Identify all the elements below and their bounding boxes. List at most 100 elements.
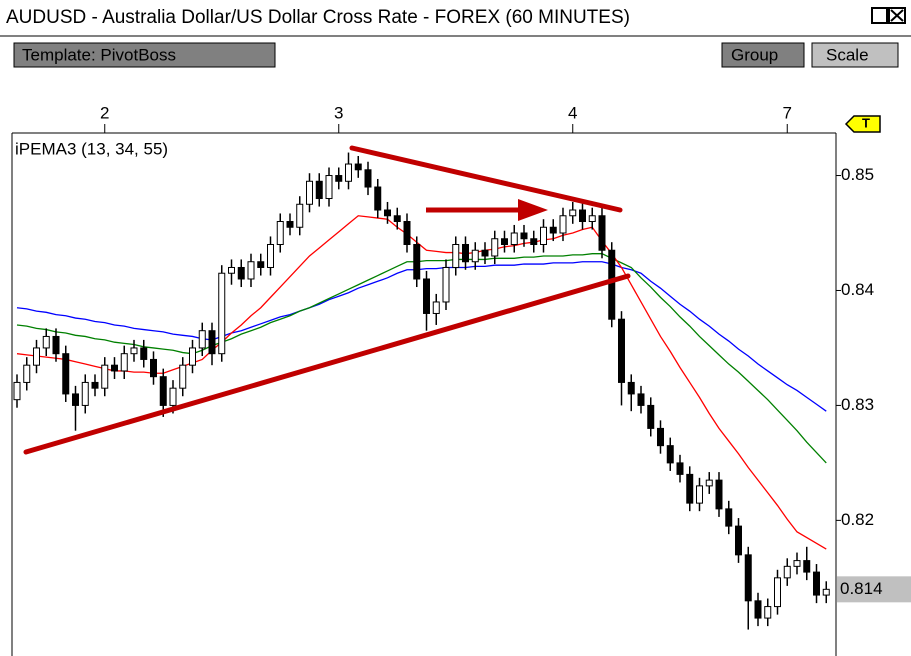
candle-body <box>725 508 733 527</box>
candle-body <box>169 387 177 406</box>
candle-body <box>120 353 128 372</box>
candle-body <box>793 560 801 567</box>
y-tick-label: 0.84 <box>841 280 874 299</box>
candle-body <box>705 479 713 487</box>
candle-body <box>676 462 684 475</box>
candle-body <box>237 266 245 280</box>
candle-body <box>647 404 655 429</box>
candle-body <box>91 381 99 389</box>
candle-body <box>62 353 70 395</box>
candle-body <box>384 209 391 217</box>
y-tick-label: 0.82 <box>841 510 874 529</box>
candle-body <box>81 381 89 406</box>
candle-body <box>501 238 508 245</box>
candle-body <box>111 364 118 372</box>
candle-body <box>315 180 323 200</box>
template-button[interactable] <box>13 42 276 68</box>
candle-body <box>72 393 79 406</box>
candle-body <box>618 318 625 383</box>
group-label: Group <box>731 45 778 64</box>
ema-line <box>16 253 827 464</box>
candle-body <box>42 335 50 349</box>
indicator-label: iPEMA3 (13, 34, 55) <box>15 139 168 158</box>
candle-body <box>189 347 196 366</box>
candle-body <box>822 588 830 596</box>
candle-body <box>335 175 343 182</box>
candle-body <box>306 180 313 205</box>
candle-body <box>247 261 255 280</box>
candle-body <box>462 243 469 263</box>
y-tick-label: 0.85 <box>841 165 874 184</box>
resistance-trendline <box>349 145 623 213</box>
candle-body <box>101 364 109 389</box>
candle-body <box>657 427 664 447</box>
arrow-head <box>518 199 548 221</box>
candle-body <box>686 473 694 504</box>
group-button[interactable] <box>721 42 805 68</box>
candle-body <box>198 330 206 349</box>
candle-body <box>159 376 167 406</box>
marker-flag <box>844 115 881 133</box>
candle-body <box>735 525 742 556</box>
candle-body <box>276 221 284 245</box>
candle-body <box>491 238 499 257</box>
plot-area <box>13 152 830 630</box>
candle-body <box>354 163 362 171</box>
template-label: Template: PivotBoss <box>22 45 176 64</box>
candle-body <box>579 209 586 223</box>
candle-body <box>452 243 460 268</box>
candle-body <box>530 238 538 245</box>
candle-body <box>569 209 577 217</box>
last-price-label: 0.814 <box>840 579 883 598</box>
candle-body <box>267 243 274 268</box>
ema-line <box>16 261 827 412</box>
candle-body <box>52 335 60 355</box>
candle-body <box>345 163 352 182</box>
candle-body <box>588 215 596 223</box>
x-tick-label: 3 <box>334 103 343 122</box>
candle-body <box>783 565 791 579</box>
candle-body <box>471 249 479 263</box>
scale-button[interactable] <box>811 42 899 68</box>
candle-body <box>218 272 226 355</box>
candle-body <box>374 186 382 211</box>
candle-body <box>393 215 401 223</box>
candle-body <box>764 606 772 619</box>
candle-body <box>442 266 450 303</box>
candle-body <box>208 330 216 355</box>
maximize-button[interactable] <box>871 7 888 24</box>
candle-body <box>774 577 781 608</box>
candle-body <box>715 479 723 510</box>
candle-body <box>23 364 31 383</box>
candle-body <box>130 347 138 355</box>
candle-body <box>257 261 265 268</box>
support-trendline <box>23 273 631 455</box>
x-tick-label: 2 <box>100 103 109 122</box>
candle-body <box>666 445 674 464</box>
candle-body <box>608 249 616 320</box>
scale-label: Scale <box>826 45 869 64</box>
candle-body <box>228 266 235 274</box>
window-title: AUDUSD - Australia Dollar/US Dollar Cros… <box>6 7 630 28</box>
candle-body <box>33 347 40 366</box>
candle-body <box>803 560 811 573</box>
candle-body <box>510 232 518 245</box>
candle-body <box>598 215 606 251</box>
annotations <box>23 145 631 455</box>
candle-body <box>754 600 762 619</box>
candle-body <box>179 364 187 389</box>
last-price-box <box>837 576 911 603</box>
candle-body <box>325 175 333 200</box>
candle-body <box>559 215 567 234</box>
x-tick-label: 4 <box>568 103 577 122</box>
candle-body <box>637 393 645 406</box>
candle-body <box>432 301 440 314</box>
candle-body <box>549 226 557 234</box>
x-tick-label: 7 <box>783 103 792 122</box>
candle-body <box>13 381 21 401</box>
marker-label: T <box>862 115 870 130</box>
close-icon <box>890 9 904 22</box>
candle-body <box>520 232 528 240</box>
candle-body <box>627 381 635 395</box>
